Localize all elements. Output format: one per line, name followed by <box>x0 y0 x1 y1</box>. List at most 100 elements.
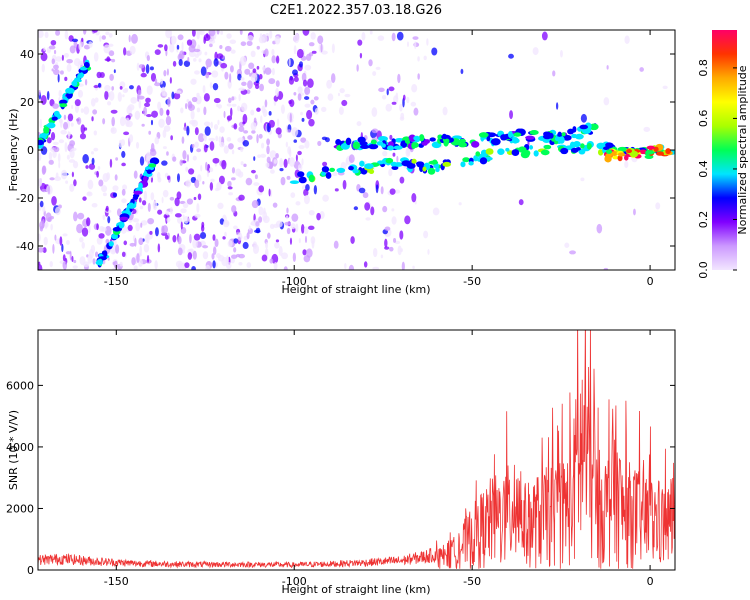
spectral-speck <box>289 112 292 123</box>
spectral-speck <box>188 182 191 187</box>
spectral-speck <box>200 66 207 77</box>
spectral-speck <box>369 30 373 35</box>
spectral-speck <box>188 168 195 175</box>
spectral-speck <box>365 217 371 221</box>
spectral-speck <box>432 207 440 216</box>
spectral-speck <box>308 42 315 47</box>
spectral-speck <box>121 162 126 167</box>
spectral-speck <box>303 96 310 100</box>
spectral-speck <box>121 251 126 257</box>
spectral-speck <box>180 107 184 114</box>
spectral-speck <box>140 220 148 226</box>
spectral-speck <box>62 254 66 262</box>
spectral-feature <box>43 126 50 134</box>
spectral-speck <box>102 214 106 221</box>
spectral-speck <box>91 203 98 208</box>
spectral-speck <box>417 73 420 80</box>
spectral-speck <box>58 139 65 144</box>
spectral-speck <box>66 59 73 64</box>
spectral-speck <box>161 196 164 204</box>
spectral-feature <box>572 141 581 148</box>
spectral-speck <box>230 49 236 54</box>
spectral-speck <box>159 107 164 117</box>
spectral-feature <box>624 154 629 161</box>
spectral-feature <box>119 216 129 221</box>
spectral-speck <box>106 56 111 62</box>
spectral-feature <box>46 122 56 129</box>
spectral-speck <box>341 99 348 107</box>
y-tick-label: 0 <box>27 144 34 157</box>
snr-marks <box>38 330 675 569</box>
spectral-speck <box>275 88 279 98</box>
spectral-speck <box>191 266 196 270</box>
x-tick-label: 0 <box>647 275 654 288</box>
spectral-speck <box>259 83 265 92</box>
spectral-speck <box>639 67 644 72</box>
spectral-speck <box>303 255 311 263</box>
spectral-speck <box>67 113 74 122</box>
spectral-speck <box>38 247 44 253</box>
spectral-speck <box>271 48 275 56</box>
spectral-speck <box>228 143 234 150</box>
spectral-speck <box>400 248 404 252</box>
spectral-speck <box>139 245 143 255</box>
spectral-speck <box>165 115 172 126</box>
spectral-speck <box>144 234 148 243</box>
spectral-speck <box>88 41 93 48</box>
spectral-speck <box>275 127 282 135</box>
spectral-speck <box>273 223 279 229</box>
spectral-feature <box>289 180 300 184</box>
spectral-speck <box>171 91 175 100</box>
spectral-speck <box>348 264 355 270</box>
spectral-speck <box>166 217 171 223</box>
spectral-feature <box>617 155 623 162</box>
spectral-feature <box>142 176 148 183</box>
spectral-speck <box>396 155 399 163</box>
spectral-speck <box>250 109 255 116</box>
spectral-speck <box>134 237 137 247</box>
spectral-feature <box>597 149 604 156</box>
spectral-speck <box>46 137 52 144</box>
spectral-speck <box>364 202 371 211</box>
snr-frame <box>37 329 676 571</box>
spectral-speck <box>231 205 237 213</box>
spectral-feature <box>596 142 606 150</box>
spectral-speck <box>233 123 238 130</box>
spectral-speck <box>266 138 270 146</box>
spectral-speck <box>50 132 56 141</box>
spectral-speck <box>655 202 661 210</box>
spectral-speck <box>41 188 47 193</box>
spectral-speck <box>209 82 213 89</box>
spectral-speck <box>154 260 158 270</box>
spectrogram-x-axis-label: Height of straight line (km) <box>281 283 430 296</box>
spectral-feature <box>385 157 394 164</box>
spectral-speck <box>49 261 53 268</box>
spectral-speck <box>238 126 245 133</box>
spectral-feature <box>84 62 90 68</box>
spectral-feature <box>612 155 619 160</box>
spectral-speck <box>38 233 41 242</box>
spectral-speck <box>209 43 213 48</box>
spectral-speck <box>108 33 113 38</box>
spectral-speck <box>208 167 214 173</box>
spectral-speck <box>225 261 232 270</box>
spectral-speck <box>304 103 311 108</box>
spectral-speck <box>311 50 317 54</box>
spectral-speck <box>136 62 140 71</box>
spectral-speck <box>564 242 570 248</box>
spectral-speck <box>64 30 69 40</box>
spectral-speck <box>71 105 74 109</box>
spectral-feature <box>413 135 420 141</box>
spectral-feature <box>562 134 572 141</box>
spectral-feature <box>352 169 359 174</box>
spectral-speck <box>231 96 235 101</box>
spectral-speck <box>38 264 43 270</box>
spectral-speck <box>244 68 251 75</box>
spectral-speck <box>58 118 63 124</box>
spectral-speck <box>122 94 125 98</box>
spectral-speck <box>219 141 225 148</box>
spectral-feature <box>617 152 626 157</box>
spectral-speck <box>196 202 200 213</box>
spectral-speck <box>643 126 651 132</box>
spectral-speck <box>48 151 53 161</box>
